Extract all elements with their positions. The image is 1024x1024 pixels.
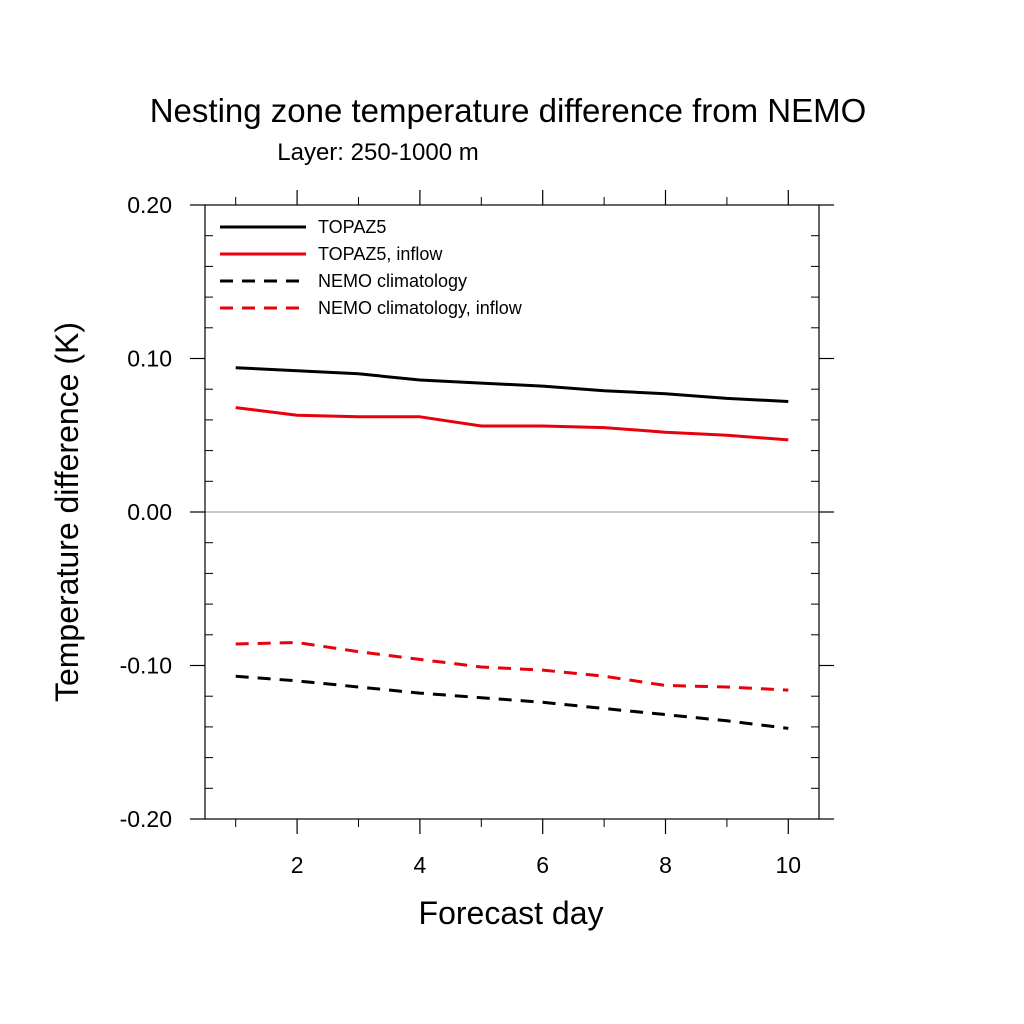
legend-label-1: TOPAZ5 [318,217,386,237]
series-line-3 [235,674,789,730]
chart-title: Nesting zone temperature difference from… [150,92,867,129]
y-axis-label: Temperature difference (K) [49,322,85,702]
y-tick-label: -0.10 [120,653,172,679]
x-tick-label: 2 [291,852,304,878]
y-tick-label: -0.20 [120,806,172,832]
series-line-2 [235,406,789,442]
x-tick-label: 10 [776,852,802,878]
series-line-1 [235,366,789,403]
y-tick-label: 0.00 [127,499,172,525]
x-tick-label: 4 [414,852,427,878]
x-tick-label: 6 [536,852,549,878]
plot-area: 2 4 6 8 10 -0.20 -0.10 0.00 0.10 0.20 TOPAZ5 TOPAZ5… [120,190,834,878]
y-tick-label: 0.10 [127,346,172,372]
x-tick-label: 8 [659,852,672,878]
y-tick-label: 0.20 [127,192,172,218]
legend-label-4: NEMO climatology, inflow [318,298,523,318]
x-axis-label: Forecast day [419,895,604,931]
chart-subtitle: Layer: 250-1000 m [277,139,478,166]
legend-label-2: TOPAZ5, inflow [318,244,443,264]
legend-label-3: NEMO climatology [318,271,467,291]
series-line-4 [235,641,789,692]
